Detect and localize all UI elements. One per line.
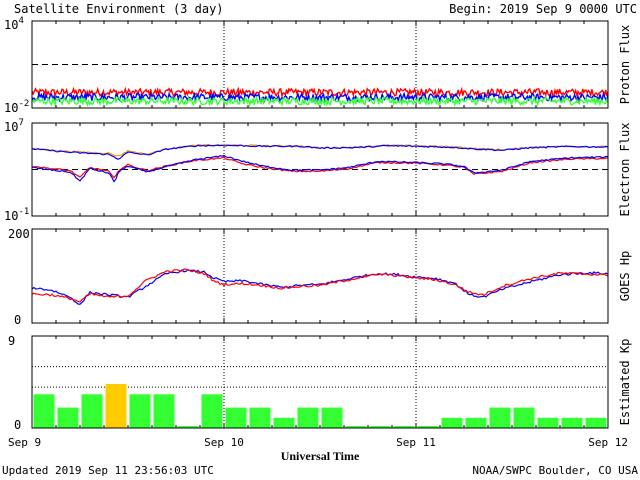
panel-electron: 107 10-1 Electron Flux <box>4 118 632 223</box>
chart-title: Satellite Environment (3 day) <box>14 2 224 16</box>
series-line <box>31 143 609 157</box>
series-line <box>31 86 609 99</box>
credit: NOAA/SWPC Boulder, CO USA <box>472 464 638 477</box>
kp-bar <box>57 407 79 428</box>
y-tick-label: 9 <box>8 334 15 348</box>
x-tick-label: Sep 10 <box>204 436 244 449</box>
series-line <box>31 269 609 305</box>
kp-bar <box>561 417 583 428</box>
y-tick-label: 107 <box>4 118 24 134</box>
kp-bar <box>129 394 151 428</box>
x-tick-label: Sep 12 <box>588 436 628 449</box>
kp-bar <box>33 394 55 428</box>
y-tick-label: 104 <box>4 16 24 32</box>
kp-bar <box>225 407 247 428</box>
panel-goes_hp: 200 0 GOES Hp <box>8 227 632 327</box>
kp-bar <box>201 394 223 428</box>
y-axis-label: Proton Flux <box>618 25 632 104</box>
kp-bar <box>417 426 439 428</box>
kp-bar <box>585 417 607 428</box>
panel-frame <box>31 228 609 324</box>
kp-bar <box>369 426 391 428</box>
panel-frame <box>31 335 609 429</box>
y-axis-label: Electron Flux <box>618 123 632 217</box>
kp-bar <box>105 384 127 428</box>
panel-frame <box>31 20 609 109</box>
x-axis-label: Universal Time <box>281 449 360 463</box>
y-tick-label: 200 <box>8 227 30 241</box>
kp-bar <box>393 426 415 428</box>
y-axis-label: Estimated Kp <box>618 339 632 426</box>
x-tick-label: Sep 9 <box>8 436 41 449</box>
kp-bar <box>537 417 559 428</box>
y-tick-label: 0 <box>14 313 21 327</box>
kp-bar <box>297 407 319 428</box>
y-tick-label: 0 <box>14 418 21 432</box>
kp-bar <box>153 394 175 428</box>
series-line <box>31 154 609 183</box>
series-line <box>31 144 609 160</box>
kp-bar <box>345 426 367 428</box>
y-tick-label: 10-1 <box>4 207 29 223</box>
kp-bar <box>465 417 487 428</box>
panel-frame <box>31 122 609 217</box>
series-line <box>31 156 608 179</box>
panel-kp: 9 0 Estimated Kp <box>8 334 632 432</box>
kp-bar <box>273 417 295 428</box>
y-axis-label: GOES Hp <box>618 251 632 302</box>
series-line <box>31 268 609 303</box>
y-tick-label: 10-2 <box>4 99 29 115</box>
kp-bar <box>489 407 511 428</box>
begin-time: Begin: 2019 Sep 9 0000 UTC <box>449 2 637 16</box>
x-tick-label: Sep 11 <box>396 436 436 449</box>
panel-proton: 104 10-2 Proton Flux <box>4 16 632 115</box>
kp-bar <box>249 407 271 428</box>
kp-bar <box>441 417 463 428</box>
kp-bar <box>81 394 103 428</box>
series-line <box>31 91 609 104</box>
kp-bar <box>177 426 199 428</box>
kp-bar <box>321 407 343 428</box>
kp-bar <box>513 407 535 428</box>
updated-time: Updated 2019 Sep 11 23:56:03 UTC <box>2 464 214 477</box>
series-line <box>31 94 609 108</box>
